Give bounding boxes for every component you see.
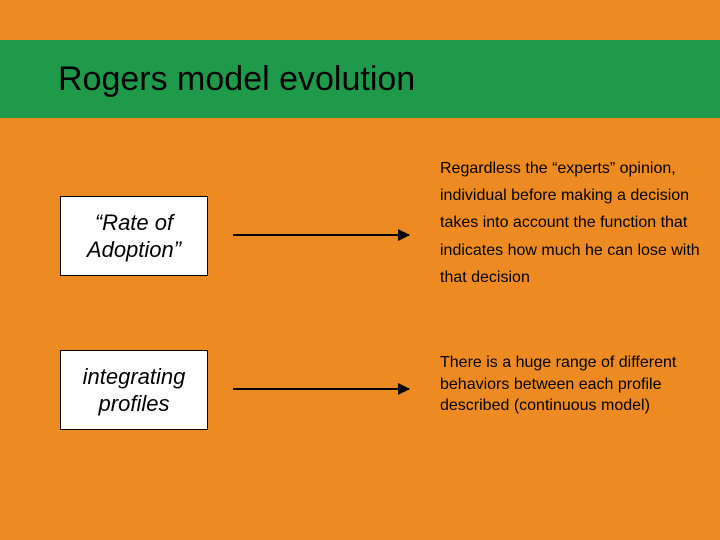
box-rate-line1: “Rate of bbox=[95, 209, 173, 237]
box-rate-of-adoption: “Rate of Adoption” bbox=[60, 196, 208, 276]
desc-rate-of-adoption: Regardless the “experts” opinion, indivi… bbox=[440, 155, 700, 291]
slide: Rogers model evolution “Rate of Adoption… bbox=[0, 0, 720, 540]
desc-integrating-profiles: There is a huge range of different behav… bbox=[440, 352, 700, 417]
title-band: Rogers model evolution bbox=[0, 40, 720, 118]
arrow-rate-to-desc bbox=[233, 234, 409, 236]
slide-title: Rogers model evolution bbox=[58, 60, 415, 99]
box-integrating-line1: integrating bbox=[83, 363, 186, 391]
box-integrating-line2: profiles bbox=[99, 390, 170, 418]
box-integrating-profiles: integrating profiles bbox=[60, 350, 208, 430]
box-rate-line2: Adoption” bbox=[87, 236, 181, 264]
arrow-integrating-to-desc bbox=[233, 388, 409, 390]
